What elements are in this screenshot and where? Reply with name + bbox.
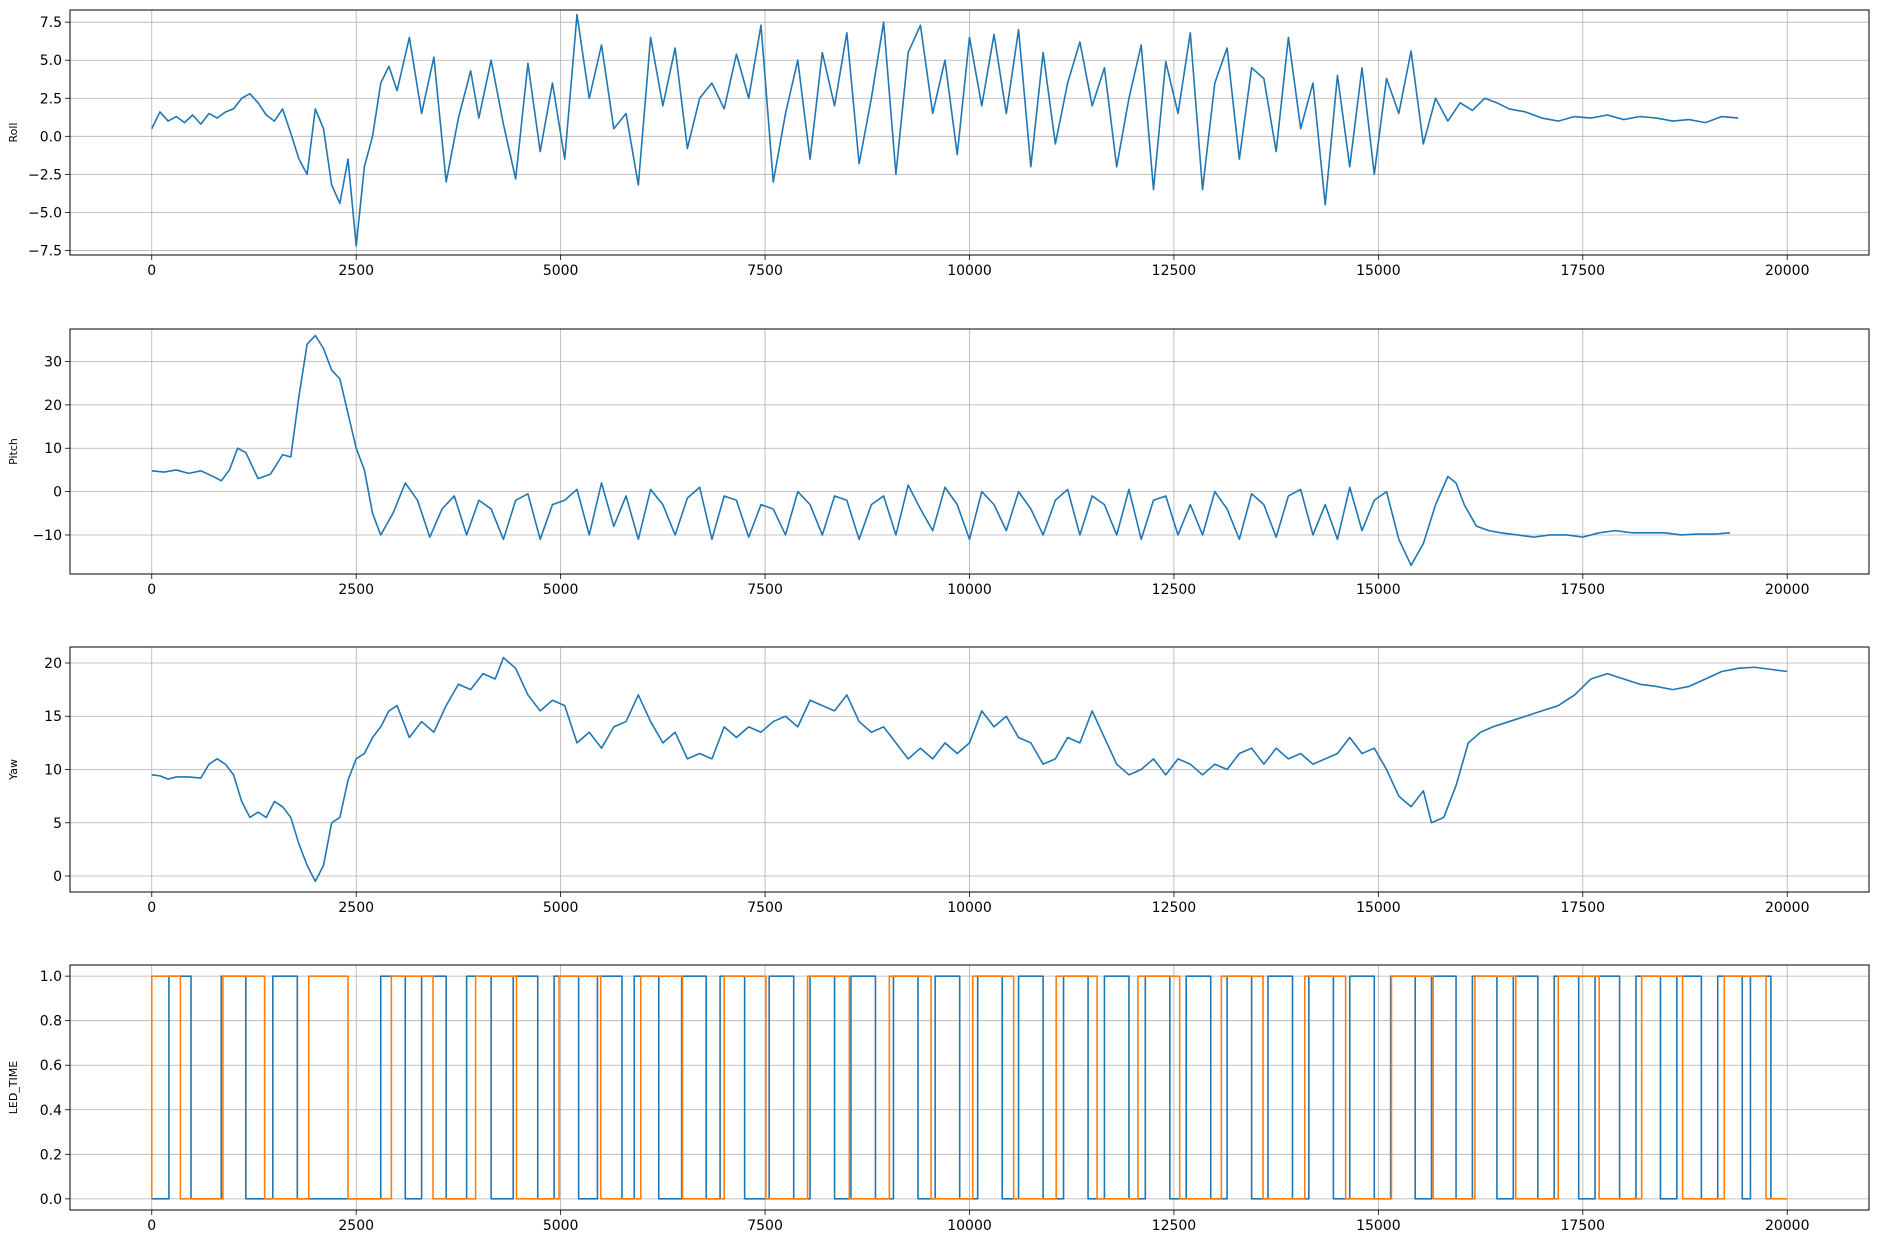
y-tick-label: 0.0 xyxy=(40,129,62,145)
x-tick-label: 20000 xyxy=(1765,263,1810,279)
y-tick-label: 0.8 xyxy=(40,1014,62,1030)
series-line-1 xyxy=(151,656,1788,883)
series-line-1 xyxy=(151,13,1739,247)
x-tick-label: 5000 xyxy=(543,582,579,598)
x-tick-label: 5000 xyxy=(543,900,579,916)
y-tick-label: 0.0 xyxy=(40,1192,62,1208)
y-axis-label: Yaw xyxy=(7,759,20,781)
y-tick-label: 5 xyxy=(53,816,62,832)
x-tick-label: 5000 xyxy=(543,263,579,279)
x-tick-label: 15000 xyxy=(1356,900,1401,916)
y-tick-label: 0.2 xyxy=(40,1147,62,1163)
y-tick-label: 30 xyxy=(44,355,62,371)
x-tick-label: 0 xyxy=(147,900,156,916)
y-tick-label: −5.0 xyxy=(28,205,62,221)
y-tick-label: 1.0 xyxy=(40,969,62,985)
y-tick-label: 7.5 xyxy=(40,15,62,31)
y-tick-label: 0.6 xyxy=(40,1058,62,1074)
x-tick-label: 2500 xyxy=(338,1218,374,1234)
x-tick-label: 5000 xyxy=(543,1218,579,1234)
x-tick-label: 2500 xyxy=(338,263,374,279)
subplot-pitch: 0 2500 5000 7500 10000 12500 15000 17500 20000 −1… xyxy=(7,328,1870,598)
series-line-2 xyxy=(150,975,1788,1200)
x-tick-label: 10000 xyxy=(947,900,992,916)
series-line-1 xyxy=(151,334,1731,567)
y-tick-label: 2.5 xyxy=(40,91,62,107)
x-tick-label: 17500 xyxy=(1561,263,1606,279)
x-tick-label: 17500 xyxy=(1561,1218,1606,1234)
x-tick-label: 7500 xyxy=(747,1218,783,1234)
x-tick-label: 0 xyxy=(147,263,156,279)
subplot-yaw: 0 2500 5000 7500 10000 12500 15000 17500 20000 0 5… xyxy=(7,646,1870,916)
x-tick-label: 7500 xyxy=(747,582,783,598)
x-tick-label: 20000 xyxy=(1765,900,1810,916)
y-axis-label: Roll xyxy=(7,123,20,143)
y-tick-label: −2.5 xyxy=(28,167,62,183)
x-tick-label: 10000 xyxy=(947,582,992,598)
x-tick-label: 12500 xyxy=(1152,900,1197,916)
y-tick-label: 0 xyxy=(53,485,62,501)
y-tick-label: 10 xyxy=(44,763,62,779)
x-tick-label: 20000 xyxy=(1765,1218,1810,1234)
x-tick-label: 0 xyxy=(147,582,156,598)
y-axis-label: LED_TIME xyxy=(7,1061,20,1115)
y-tick-label: 5.0 xyxy=(40,53,62,69)
x-tick-label: 2500 xyxy=(338,582,374,598)
x-tick-label: 20000 xyxy=(1765,582,1810,598)
y-tick-label: 15 xyxy=(44,709,62,725)
y-tick-label: 20 xyxy=(44,398,62,414)
x-tick-label: 12500 xyxy=(1152,582,1197,598)
x-tick-label: 12500 xyxy=(1152,1218,1197,1234)
y-tick-label: 20 xyxy=(44,656,62,672)
y-tick-label: 0.4 xyxy=(40,1103,62,1119)
x-tick-label: 0 xyxy=(147,1218,156,1234)
y-tick-label: 10 xyxy=(44,441,62,457)
x-tick-label: 7500 xyxy=(747,900,783,916)
x-tick-label: 12500 xyxy=(1152,263,1197,279)
y-tick-label: −10 xyxy=(32,528,62,544)
y-axis-label: Pitch xyxy=(7,438,20,465)
x-tick-label: 7500 xyxy=(747,263,783,279)
series-line-1 xyxy=(151,975,1772,1200)
subplot-led-time: 0 2500 5000 7500 10000 12500 15000 17500 20000 0.… xyxy=(7,964,1870,1234)
x-tick-label: 17500 xyxy=(1561,582,1606,598)
x-tick-label: 15000 xyxy=(1356,1218,1401,1234)
subplot-roll: 0 2500 5000 7500 10000 12500 15000 17500 20000 −7… xyxy=(7,9,1870,279)
x-tick-label: 15000 xyxy=(1356,263,1401,279)
y-tick-label: −7.5 xyxy=(28,243,62,259)
x-tick-label: 15000 xyxy=(1356,582,1401,598)
x-tick-label: 10000 xyxy=(947,1218,992,1234)
x-tick-label: 10000 xyxy=(947,263,992,279)
x-tick-label: 17500 xyxy=(1561,900,1606,916)
x-tick-label: 2500 xyxy=(338,900,374,916)
y-tick-label: 0 xyxy=(53,869,62,885)
